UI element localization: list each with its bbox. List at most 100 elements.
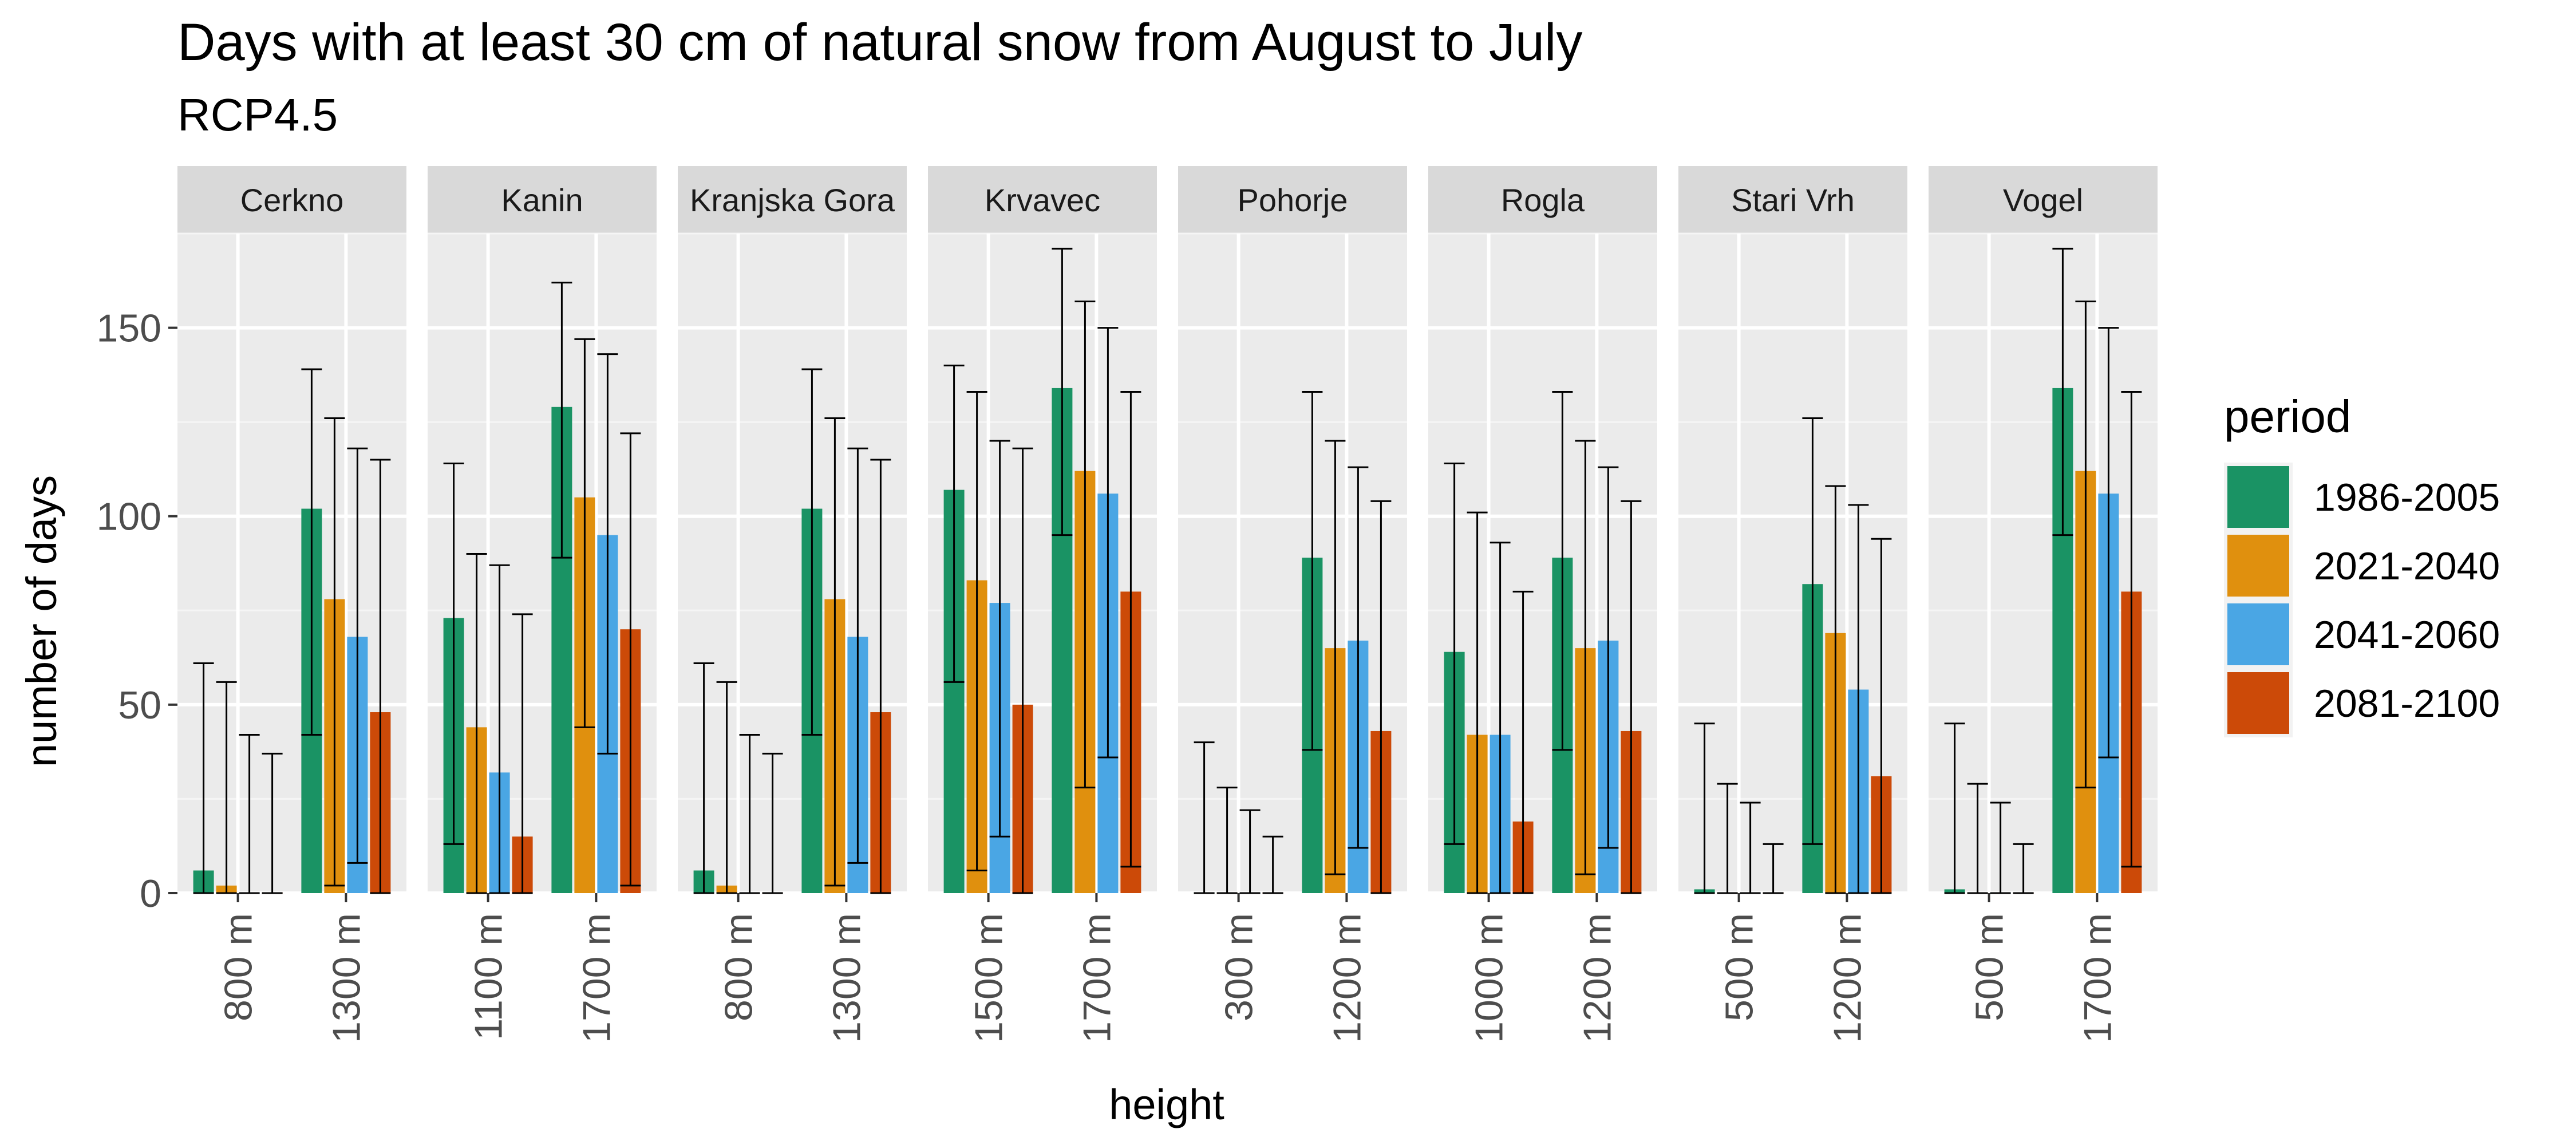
y-axis: 0 50 100 150 <box>97 307 177 915</box>
facet-panel: Stari Vrh 500 m 1200 m <box>1678 166 1907 1043</box>
error-bar <box>489 564 510 894</box>
error-bar <box>1239 809 1261 894</box>
error-bar <box>512 613 533 894</box>
x-tick-label: 500 m <box>1718 913 1761 1021</box>
x-tick-label: 1000 m <box>1468 913 1511 1043</box>
error-bar <box>1052 247 1073 536</box>
x-tick-label: 500 m <box>1968 913 2012 1021</box>
facet-panel: Cerkno 800 m 1300 m <box>177 166 406 1043</box>
y-tick-label: 100 <box>97 495 161 539</box>
facet-strip-label: Stari Vrh <box>1731 182 1855 218</box>
error-bar <box>2098 327 2119 759</box>
error-bar <box>2052 247 2073 536</box>
legend-swatch <box>2227 603 2289 665</box>
legend-entry-label: 2021-2040 <box>2314 544 2500 588</box>
panel-background <box>1428 234 1657 893</box>
error-bar <box>1512 590 1534 894</box>
facet-strip <box>1929 166 2158 234</box>
error-bar <box>1990 802 2011 894</box>
error-bar <box>762 752 783 894</box>
error-bar <box>739 734 760 894</box>
facet-strip-label: Cerkno <box>240 182 344 218</box>
y-tick-label: 50 <box>118 684 161 727</box>
error-bar <box>1944 722 1965 894</box>
error-bar <box>1802 417 1823 845</box>
y-axis-title: number of days <box>18 475 65 767</box>
facet-strip <box>428 166 657 234</box>
error-bar <box>1074 300 1096 789</box>
legend: period 1986-2005 2021-2040 2041-2060 2081-2… <box>2224 391 2500 737</box>
facet-panel: Krvavec 1500 m 1700 m <box>928 166 1157 1043</box>
facet-strip-label: Kranjska Gora <box>690 182 895 218</box>
error-bar <box>301 368 322 736</box>
facet-strip-label: Kanin <box>501 182 583 218</box>
facet-panel: Rogla 1000 m 1200 m <box>1428 166 1657 1043</box>
error-bar <box>1444 463 1465 845</box>
error-bar <box>347 447 368 864</box>
panel-background <box>177 234 406 893</box>
error-bar <box>1348 466 1369 849</box>
facet-panel: Kanin 1100 m 1700 m <box>428 166 657 1043</box>
error-bar <box>1871 538 1892 894</box>
error-bar <box>1467 511 1488 894</box>
error-bar <box>1325 440 1346 875</box>
facet-strip-label: Krvavec <box>985 182 1100 218</box>
error-bar <box>1012 447 1033 894</box>
facet-panel: Kranjska Gora 800 m 1300 m <box>678 166 907 1043</box>
panel-background <box>1178 234 1407 893</box>
facet-strip <box>928 166 1157 234</box>
error-bar <box>2013 843 2034 894</box>
x-tick-label: 1100 m <box>467 913 511 1040</box>
facet-strip <box>1678 166 1907 234</box>
facet-strip <box>678 166 907 234</box>
error-bar <box>1370 500 1392 894</box>
error-bar <box>693 662 714 894</box>
error-bar <box>1194 741 1215 894</box>
x-tick-label: 1200 m <box>1826 913 1869 1043</box>
panel-background <box>428 234 657 893</box>
error-bar <box>443 463 464 845</box>
error-bar <box>370 459 391 894</box>
error-bar <box>551 282 572 559</box>
error-bar <box>1490 542 1511 894</box>
error-bar <box>824 417 846 887</box>
error-bar <box>216 681 237 894</box>
facet-strip-label: Pohorje <box>1237 182 1348 218</box>
error-bar <box>1825 485 1846 894</box>
error-bar <box>1552 390 1573 751</box>
error-bar <box>193 662 214 894</box>
legend-entry-label: 2081-2100 <box>2314 682 2500 725</box>
facet-strip-label: Vogel <box>2003 182 2083 218</box>
error-bar <box>1120 390 1141 868</box>
legend-swatch <box>2227 535 2289 597</box>
error-bar <box>2121 390 2142 868</box>
panel-background <box>928 234 1157 893</box>
error-bar <box>262 752 283 894</box>
facet-strip-label: Rogla <box>1501 182 1585 218</box>
error-bar <box>943 364 965 683</box>
facet-strip <box>1428 166 1657 234</box>
panel-background <box>1929 234 2158 893</box>
x-tick-label: 800 m <box>717 913 761 1021</box>
x-tick-label: 1500 m <box>967 913 1011 1043</box>
facet-strip <box>1178 166 1407 234</box>
error-bar <box>801 368 823 736</box>
y-tick-label: 0 <box>140 872 161 915</box>
error-bar <box>847 447 868 864</box>
facet-panel: Pohorje 300 m 1200 m <box>1178 166 1407 1043</box>
error-bar <box>1575 440 1596 875</box>
panel-background <box>678 234 907 893</box>
facet-panels: Cerkno 800 m 1300 m Kanin 1100 m 1700 m Kranjs… <box>177 166 2158 1043</box>
x-axis-title: height <box>1109 1081 1224 1128</box>
error-bar <box>1967 783 1988 894</box>
error-bar <box>1694 722 1715 894</box>
x-tick-label: 1200 m <box>1325 913 1369 1043</box>
error-bar <box>1302 390 1323 751</box>
panel-background <box>1678 234 1907 893</box>
x-tick-label: 1300 m <box>325 913 368 1043</box>
error-bar <box>1262 835 1283 894</box>
error-bar <box>466 553 487 894</box>
error-bar <box>324 417 345 887</box>
facet-panel: Vogel 500 m 1700 m <box>1929 166 2158 1043</box>
